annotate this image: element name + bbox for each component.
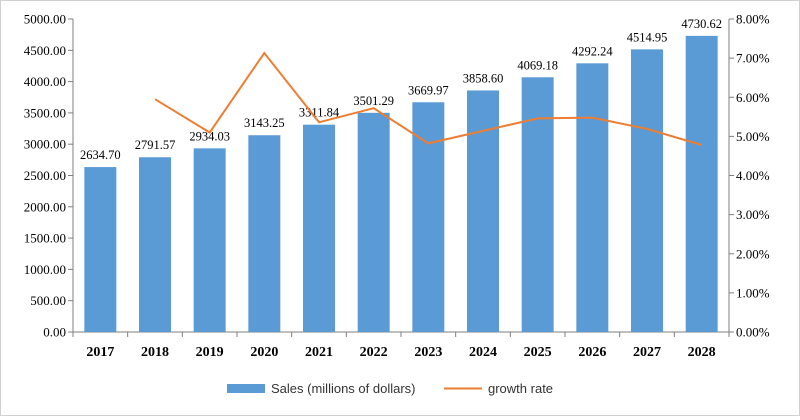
bar-value-label: 2634.70 bbox=[80, 148, 121, 162]
bar-2018 bbox=[139, 157, 171, 332]
y-left-tick-label: 1000.00 bbox=[24, 262, 66, 277]
x-tick-label: 2024 bbox=[469, 345, 497, 360]
y-right-tick-label: 1.00% bbox=[736, 285, 770, 300]
y-left-tick-label: 4000.00 bbox=[24, 74, 66, 89]
bar-value-label: 4292.24 bbox=[572, 44, 613, 58]
y-left-tick-label: 3500.00 bbox=[24, 105, 66, 120]
legend-label-sales: Sales (millions of dollars) bbox=[271, 381, 416, 396]
line-series-growth-rate bbox=[154, 51, 702, 146]
bar-2026 bbox=[576, 63, 609, 332]
bar-2024 bbox=[467, 90, 499, 333]
y-right-tick-label: 3.00% bbox=[736, 207, 770, 222]
x-tick-label: 2023 bbox=[414, 345, 442, 360]
bar-value-label: 4069.18 bbox=[517, 58, 558, 72]
bar-value-label: 3858.60 bbox=[463, 71, 504, 85]
y-right-tick-label: 8.00% bbox=[736, 12, 770, 27]
y-right-tick-labels: 0.00% 1.00% 2.00% 3.00% 4.00% 5.00% 6.00% 7.00%… bbox=[736, 12, 770, 340]
growth-rate-line bbox=[154, 51, 702, 146]
bar-2022 bbox=[357, 112, 390, 332]
y-left-tick-label: 4500.00 bbox=[24, 43, 66, 58]
x-tick-label: 2017 bbox=[86, 345, 114, 360]
bar-2021 bbox=[303, 124, 335, 332]
y-left-tick-label: 3000.00 bbox=[24, 137, 66, 152]
x-tick-label: 2027 bbox=[633, 345, 661, 360]
y-left-tick-label: 2500.00 bbox=[24, 168, 66, 183]
bar-value-label: 4514.95 bbox=[627, 30, 668, 44]
y-right-tick-label: 2.00% bbox=[736, 246, 770, 261]
axes bbox=[68, 18, 734, 337]
y-left-tick-label: 0.00 bbox=[43, 325, 66, 340]
bar-2028 bbox=[685, 35, 718, 332]
x-tick-label: 2025 bbox=[524, 345, 552, 360]
legend-label-growth-rate: growth rate bbox=[488, 381, 553, 396]
x-axis-tick-labels: 2017 2018 2019 2020 2021 2022 2023 2024 2025 2026… bbox=[86, 345, 715, 360]
x-tick-label: 2026 bbox=[578, 345, 606, 360]
bar-series-sales bbox=[84, 35, 718, 333]
bar-value-labels: 2634.702791.572934.033143.253311.843501.… bbox=[80, 17, 722, 162]
bar-value-label: 4730.62 bbox=[681, 17, 722, 31]
x-tick-label: 2028 bbox=[688, 345, 716, 360]
legend-swatch-sales bbox=[227, 384, 265, 393]
bar-2020 bbox=[248, 135, 281, 332]
x-tick-label: 2022 bbox=[360, 345, 388, 360]
x-tick-label: 2021 bbox=[305, 345, 333, 360]
y-left-tick-label: 5000.00 bbox=[24, 12, 66, 27]
y-left-tick-label: 500.00 bbox=[30, 293, 66, 308]
y-left-tick-label: 1500.00 bbox=[24, 231, 66, 246]
y-right-tick-label: 6.00% bbox=[736, 90, 770, 105]
y-left-tick-label: 2000.00 bbox=[24, 199, 66, 214]
x-tick-label: 2019 bbox=[196, 345, 224, 360]
legend: Sales (millions of dollars) growth rate bbox=[227, 381, 553, 396]
y-right-tick-label: 7.00% bbox=[736, 51, 770, 66]
bar-value-label: 3669.97 bbox=[408, 83, 449, 97]
bar-value-label: 3501.29 bbox=[353, 94, 394, 108]
y-left-tick-labels: 0.00 500.00 1000.00 1500.00 2000.00 2500.00 30… bbox=[24, 12, 66, 340]
y-right-tick-label: 4.00% bbox=[736, 168, 770, 183]
bar-value-label: 3143.25 bbox=[244, 116, 285, 130]
bar-value-label: 2934.03 bbox=[189, 129, 230, 143]
bar-2025 bbox=[521, 77, 554, 332]
y-right-tick-label: 0.00% bbox=[736, 325, 770, 340]
bar-2027 bbox=[631, 49, 663, 332]
y-right-tick-label: 5.00% bbox=[736, 129, 770, 144]
bar-value-label: 2791.57 bbox=[135, 138, 176, 152]
bar-2019 bbox=[193, 148, 226, 332]
bar-2017 bbox=[84, 167, 117, 332]
x-tick-label: 2018 bbox=[141, 345, 169, 360]
x-tick-label: 2020 bbox=[250, 345, 278, 360]
